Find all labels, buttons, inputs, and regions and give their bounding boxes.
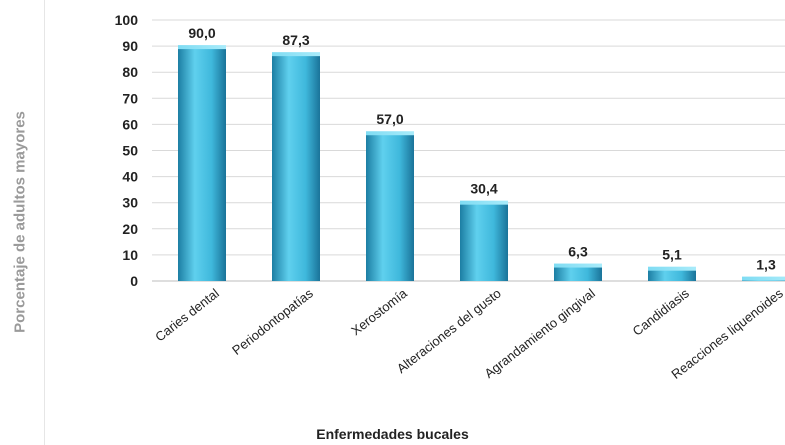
y-tick-label: 40 bbox=[122, 169, 138, 185]
data-label: 6,3 bbox=[568, 244, 588, 260]
y-tick-label: 10 bbox=[122, 247, 138, 263]
bar-cap bbox=[366, 131, 414, 136]
data-label: 1,3 bbox=[756, 257, 776, 273]
y-tick-label: 90 bbox=[122, 38, 138, 54]
y-tick-label: 100 bbox=[115, 12, 139, 28]
bar bbox=[554, 264, 602, 281]
y-tick-label: 70 bbox=[122, 90, 138, 106]
y-tick-label: 30 bbox=[122, 195, 138, 211]
bar-cap bbox=[648, 266, 696, 271]
bar-cap bbox=[554, 263, 602, 268]
data-label: 90,0 bbox=[188, 25, 215, 41]
bar-cap bbox=[742, 276, 785, 281]
y-tick-label: 80 bbox=[122, 64, 138, 80]
y-tick-labels: 0 10 20 30 40 50 60 70 80 90 100 bbox=[115, 12, 139, 289]
left-border-line bbox=[44, 0, 45, 445]
y-tick-label: 50 bbox=[122, 143, 138, 159]
y-tick-label: 60 bbox=[122, 116, 138, 132]
data-label: 87,3 bbox=[282, 32, 309, 48]
value-labels: 90,0 87,3 57,0 30,4 6,3 5,1 1,3 bbox=[188, 25, 776, 273]
data-label: 30,4 bbox=[470, 181, 497, 197]
y-tick-label: 20 bbox=[122, 221, 138, 237]
bars bbox=[178, 45, 785, 281]
x-tick-label: Periodontopatías bbox=[229, 285, 316, 358]
x-tick-label: Alteraciones del gusto bbox=[394, 286, 504, 377]
x-axis-label: Enfermedades bucales bbox=[316, 426, 469, 442]
data-label: 57,0 bbox=[376, 111, 403, 127]
data-label: 5,1 bbox=[662, 247, 682, 263]
y-tick-label: 0 bbox=[130, 273, 138, 289]
bar bbox=[178, 46, 226, 281]
x-tick-label: Xerostomía bbox=[348, 285, 410, 338]
x-tick-label: Caries dental bbox=[152, 285, 222, 344]
bar bbox=[648, 267, 696, 281]
bar bbox=[272, 53, 320, 281]
x-tick-label: Candidiasis bbox=[630, 285, 693, 339]
bar-cap bbox=[178, 45, 226, 50]
bar bbox=[460, 201, 508, 281]
bar bbox=[366, 132, 414, 281]
x-tick-labels: Caries dental Periodontopatías XerostomíaA… bbox=[152, 285, 785, 382]
bar-cap bbox=[272, 52, 320, 57]
bar-cap bbox=[460, 200, 508, 205]
